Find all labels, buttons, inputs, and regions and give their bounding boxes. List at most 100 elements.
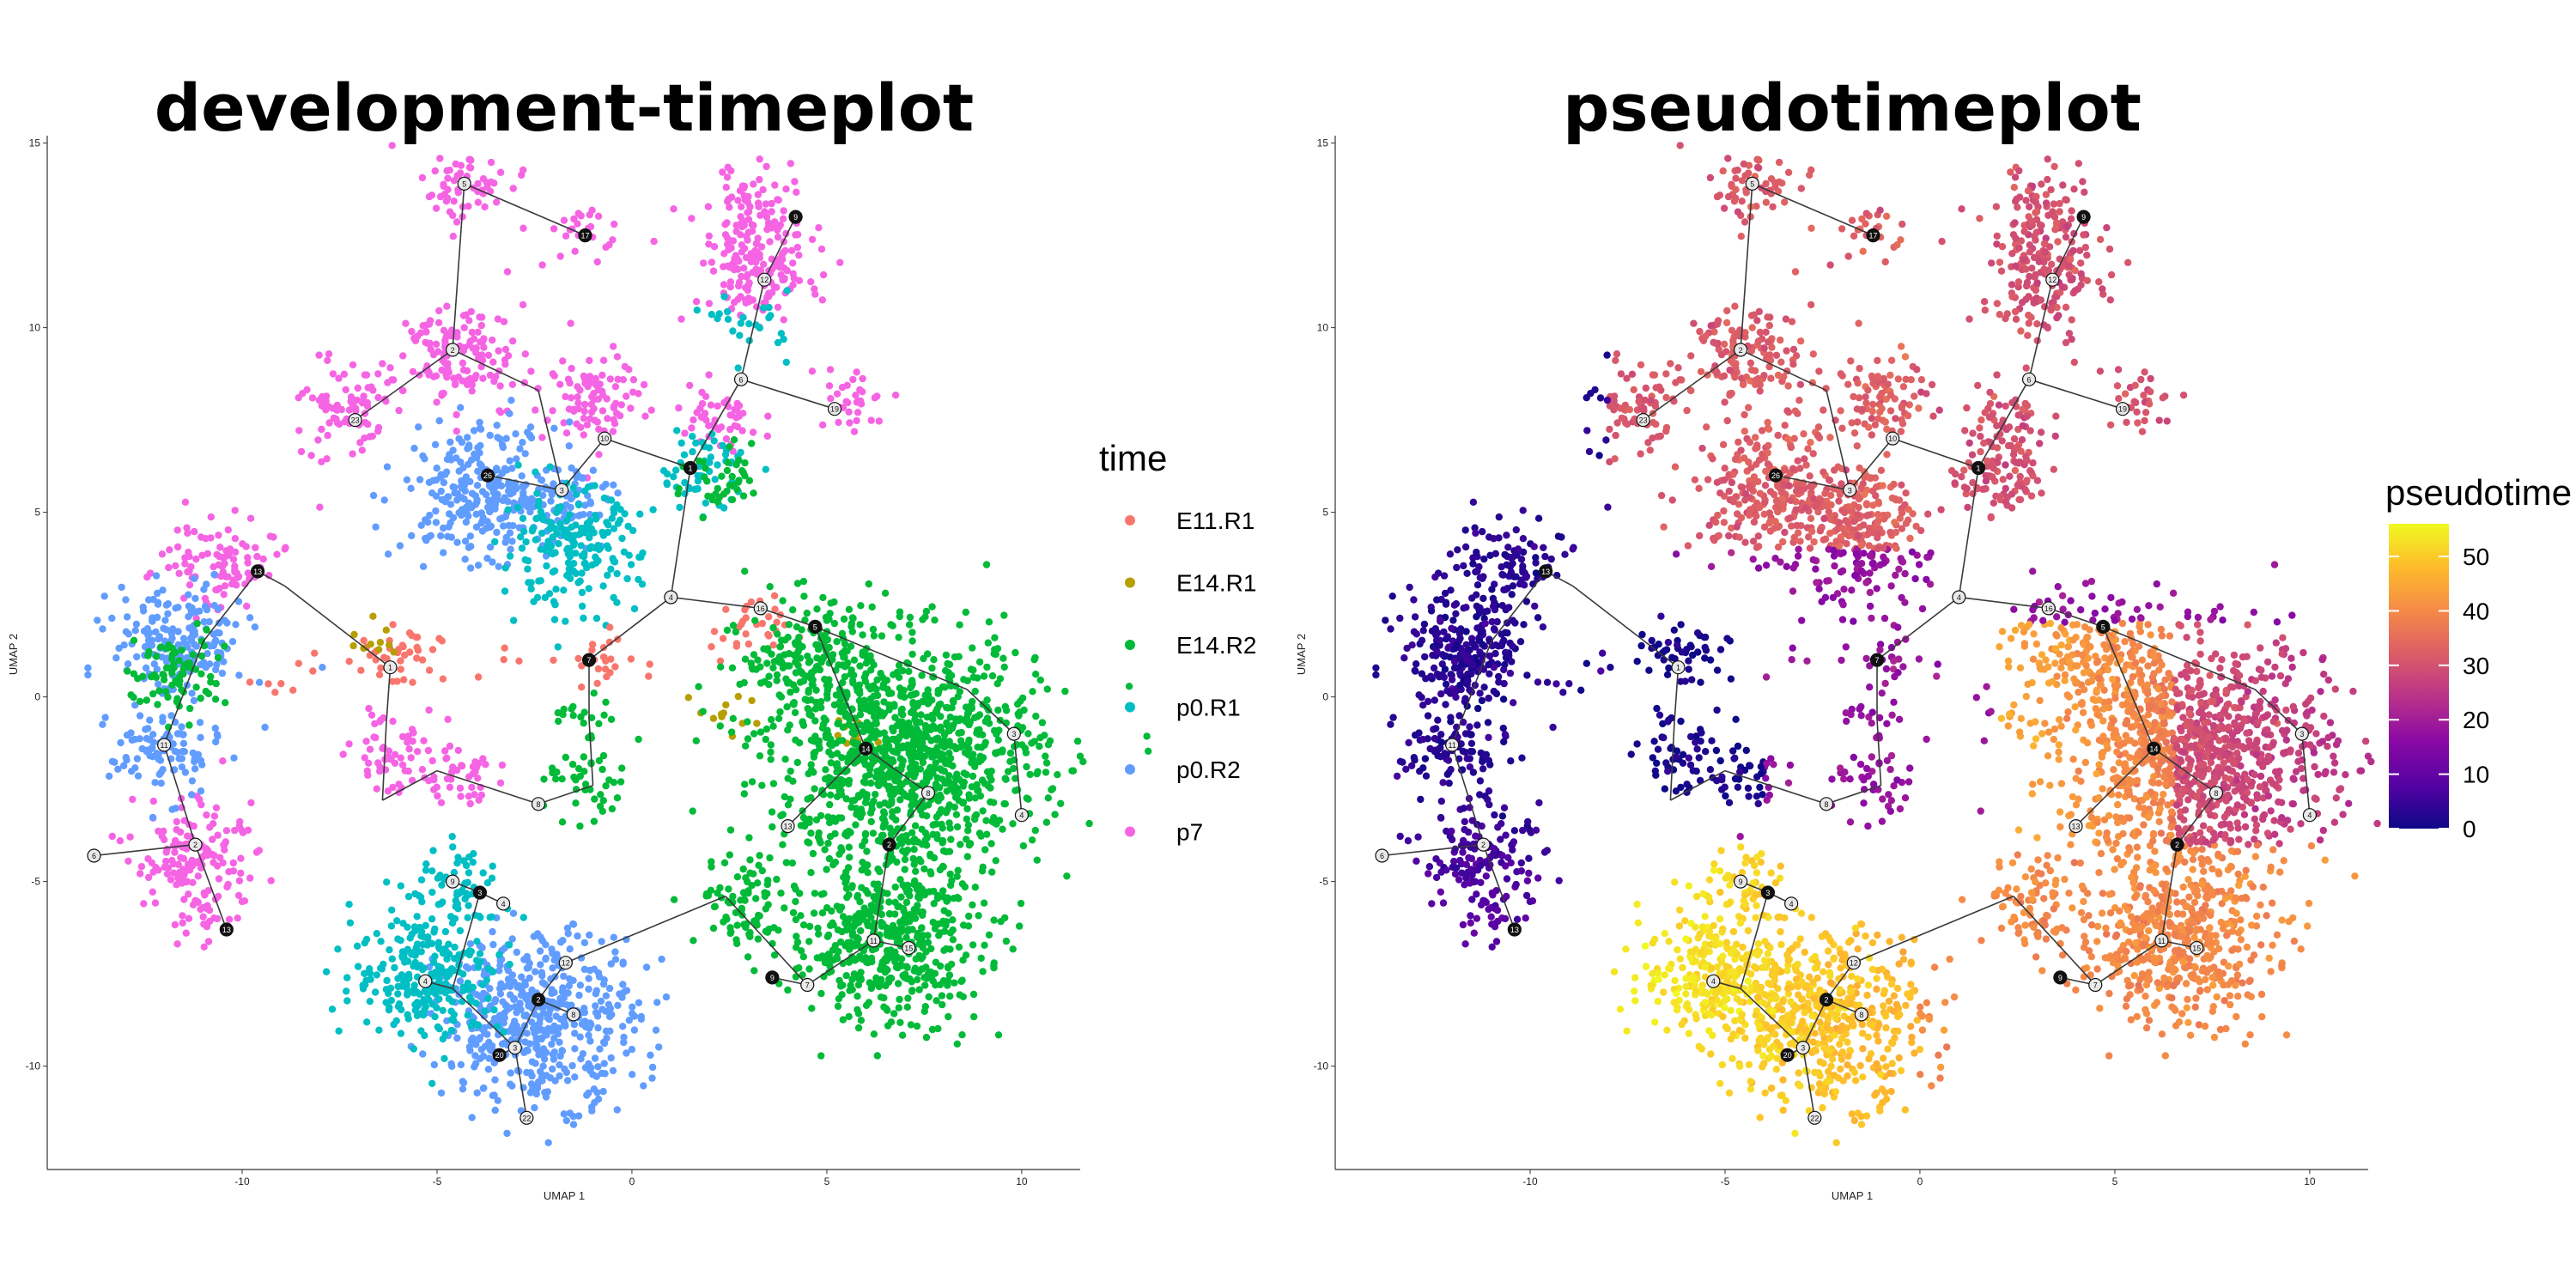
scatter-point [939, 683, 947, 691]
scatter-point [693, 307, 701, 314]
scatter-point [161, 617, 169, 624]
scatter-point [740, 217, 749, 226]
scatter-point [784, 775, 792, 782]
scatter-point [921, 697, 929, 706]
scatter-point [901, 866, 908, 873]
scatter-point [598, 407, 607, 415]
scatter-point [562, 232, 570, 240]
scatter-point [750, 651, 758, 659]
scatter-point [739, 865, 747, 873]
scatter-point [932, 981, 939, 989]
scatter-point [890, 1010, 898, 1018]
scatter-point [908, 987, 916, 994]
scatter-point [729, 622, 738, 629]
scatter-point [465, 512, 472, 520]
scatter-point [892, 816, 900, 824]
scatter-point [365, 704, 373, 713]
scatter-point [781, 756, 789, 763]
scatter-point [605, 544, 612, 552]
scatter-point [709, 267, 718, 275]
scatter-point [734, 692, 742, 701]
scatter-point [949, 936, 957, 944]
scatter-point [425, 666, 434, 674]
scatter-point [901, 855, 909, 864]
scatter-point [1022, 749, 1030, 756]
scatter-point [720, 281, 728, 289]
scatter-point [705, 300, 714, 307]
scatter-point [580, 407, 588, 416]
scatter-point [738, 248, 746, 256]
scatter-point [594, 1095, 603, 1103]
scatter-point [569, 1113, 577, 1121]
scatter-point [670, 896, 678, 903]
scatter-point [473, 498, 481, 507]
scatter-point [714, 402, 721, 410]
scatter-point [183, 878, 191, 885]
scatter-point [726, 411, 734, 419]
scatter-point [569, 483, 577, 492]
scatter-point [191, 765, 199, 773]
scatter-point [447, 501, 455, 508]
scatter-point [983, 830, 991, 838]
scatter-point [942, 760, 950, 768]
scatter-point [898, 788, 906, 796]
scatter-point [555, 540, 562, 548]
scatter-point [476, 449, 483, 457]
scatter-point [544, 1014, 551, 1022]
scatter-point [808, 368, 817, 375]
scatter-point [902, 898, 911, 907]
scatter-point [521, 978, 529, 987]
scatter-point [744, 878, 751, 886]
scatter-point [868, 805, 876, 813]
scatter-point [523, 1046, 531, 1054]
scatter-point [122, 754, 130, 762]
scatter-point [578, 683, 586, 691]
scatter-point [872, 685, 880, 693]
scatter-point [466, 164, 475, 172]
scatter-point [859, 388, 866, 396]
scatter-point [734, 265, 742, 273]
scatter-point [173, 826, 180, 834]
scatter-point [614, 489, 622, 497]
scatter-point [708, 858, 715, 866]
scatter-point [214, 831, 222, 839]
scatter-point [367, 975, 374, 983]
scatter-point [646, 660, 653, 668]
scatter-point [404, 738, 411, 746]
scatter-point [221, 642, 228, 650]
scatter-point [758, 619, 766, 628]
scatter-point [647, 406, 655, 414]
scatter-point [718, 472, 726, 480]
scatter-point [563, 924, 572, 933]
scatter-point [899, 667, 907, 675]
scatter-point [179, 912, 186, 920]
scatter-point [884, 685, 891, 693]
scatter-point [817, 811, 825, 820]
scatter-point [979, 807, 987, 815]
scatter-point [722, 184, 730, 191]
scatter-point [811, 785, 818, 793]
scatter-point [173, 526, 181, 534]
scatter-point [441, 471, 449, 478]
scatter-point [419, 1050, 427, 1058]
scatter-point [470, 427, 478, 434]
scatter-point [870, 632, 878, 640]
scatter-point [976, 792, 985, 800]
scatter-point [647, 1051, 654, 1060]
scatter-point [405, 745, 413, 753]
scatter-point [486, 371, 495, 380]
scatter-point [920, 1007, 929, 1016]
scatter-point [590, 404, 598, 413]
scatter-point [456, 784, 465, 793]
scatter-point [496, 482, 504, 489]
scatter-point [736, 331, 744, 339]
scatter-point [337, 405, 345, 414]
scatter-point [544, 538, 552, 545]
scatter-point [453, 489, 462, 498]
scatter-point [440, 968, 447, 976]
scatter-point [214, 653, 222, 662]
scatter-point [493, 198, 501, 206]
scatter-point [207, 513, 215, 521]
scatter-point [573, 490, 580, 498]
scatter-point [600, 494, 609, 502]
